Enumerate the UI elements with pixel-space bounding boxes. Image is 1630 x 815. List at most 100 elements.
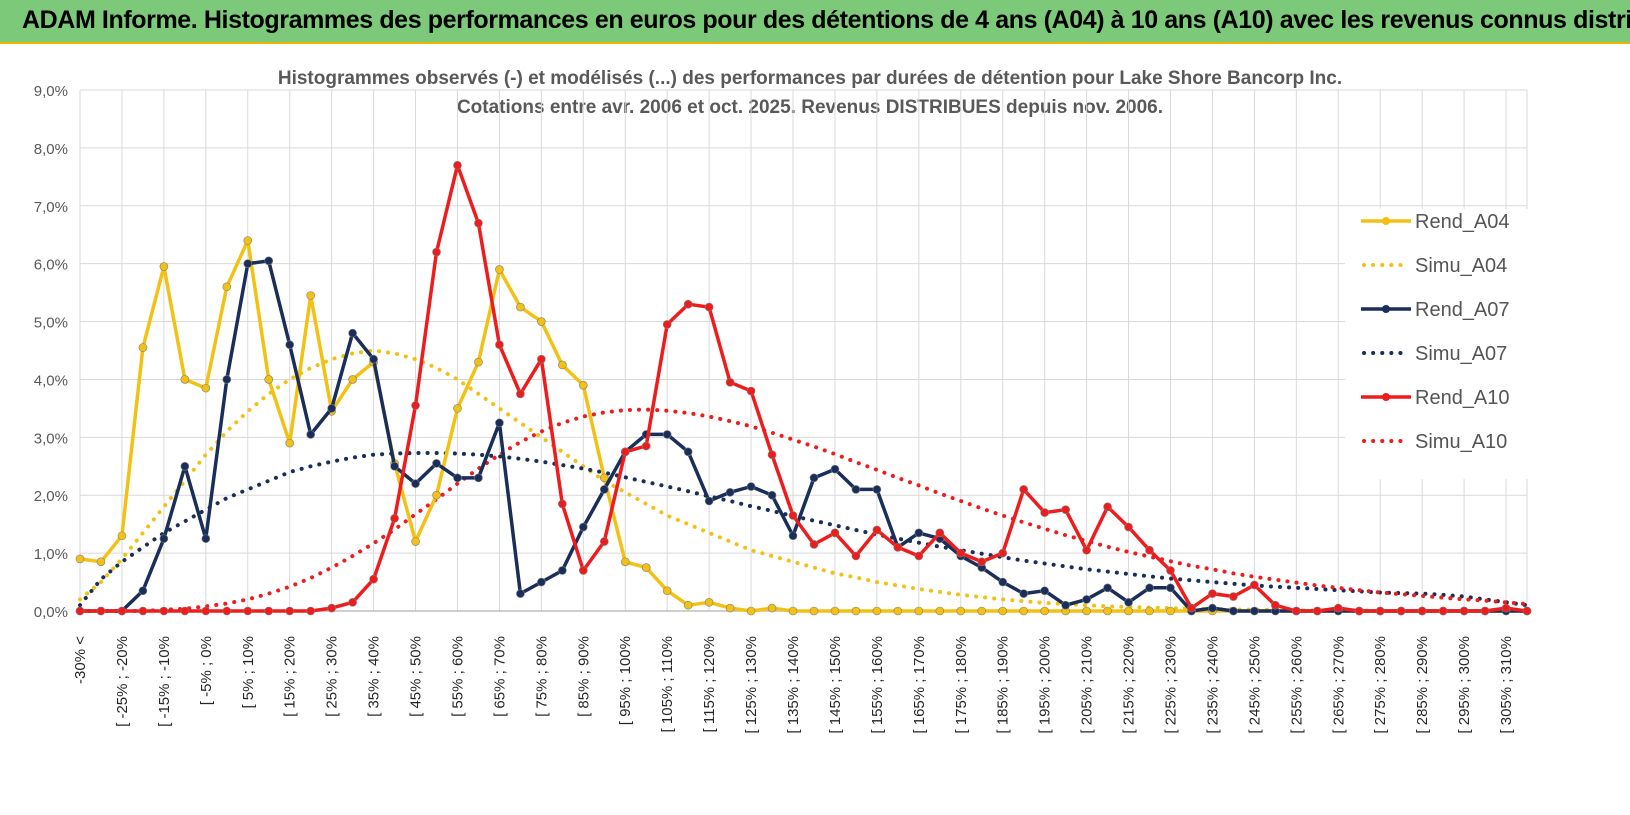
data-point	[767, 490, 777, 500]
data-point	[411, 401, 420, 410]
data-point	[1166, 583, 1175, 593]
data-point	[830, 606, 840, 616]
data-point	[914, 528, 924, 538]
data-point	[453, 473, 462, 483]
data-point	[1061, 600, 1070, 610]
legend-label: Rend_A10	[1415, 387, 1510, 409]
legend-item-Simu_A10: Simu_A10	[1345, 429, 1595, 459]
data-point	[1103, 502, 1112, 512]
data-point	[1522, 606, 1532, 616]
data-point	[1124, 598, 1133, 607]
chart-title-line2: Cotations entre avr. 2006 et oct. 2025. …	[457, 97, 1163, 118]
x-tick-label: [ 105% ; 110%	[659, 636, 676, 732]
data-point	[180, 461, 190, 471]
data-point	[1333, 603, 1343, 613]
x-tick-label: [ 205% ; 210%	[1079, 636, 1096, 734]
data-point	[222, 282, 232, 292]
data-point	[474, 473, 483, 483]
data-point	[474, 357, 483, 367]
x-tick-label: [ 305% ; 310%	[1498, 636, 1515, 734]
data-point	[306, 430, 315, 439]
data-point	[243, 236, 253, 245]
data-point	[453, 160, 462, 170]
data-point	[264, 375, 274, 384]
legend-swatch	[1361, 217, 1411, 225]
data-point	[516, 302, 525, 312]
data-point	[641, 441, 651, 451]
data-point	[180, 375, 190, 384]
data-point	[138, 586, 148, 596]
y-tick-label: 4,0%	[34, 372, 68, 389]
data-point	[704, 496, 714, 506]
x-tick-label: [ 95% ; 100%	[617, 636, 634, 725]
data-point	[306, 606, 315, 616]
data-point	[390, 514, 399, 523]
data-point	[1166, 606, 1175, 616]
x-tick-label: [ 235% ; 240%	[1204, 636, 1221, 734]
data-point	[1459, 606, 1469, 616]
data-point	[558, 360, 567, 370]
data-point	[893, 606, 903, 616]
data-point	[620, 447, 630, 457]
data-point	[998, 577, 1008, 587]
data-point	[1019, 606, 1028, 616]
x-tick-label: [ 245% ; 250%	[1246, 636, 1263, 734]
data-point	[704, 598, 714, 607]
data-point	[579, 566, 588, 575]
data-point	[809, 473, 819, 483]
data-point	[1082, 545, 1091, 555]
data-point	[201, 606, 211, 616]
data-point	[369, 574, 378, 584]
legend-swatch	[1361, 393, 1411, 401]
legend-label: Simu_A04	[1415, 255, 1508, 277]
data-point	[579, 380, 588, 390]
data-point	[138, 343, 148, 352]
data-point	[1438, 606, 1448, 616]
x-tick-label: [ 185% ; 190%	[995, 636, 1012, 734]
data-point	[96, 606, 106, 616]
x-tick-label: [ 5% ; 10%	[240, 636, 257, 709]
data-point	[1103, 583, 1112, 593]
data-point	[1375, 606, 1385, 616]
legend-label: Simu_A07	[1415, 343, 1508, 365]
data-point	[432, 490, 441, 500]
data-point	[75, 554, 85, 564]
data-point	[851, 485, 861, 494]
data-point	[641, 563, 651, 572]
y-tick-label: 3,0%	[34, 430, 68, 447]
data-point	[872, 485, 882, 494]
data-point	[767, 603, 777, 613]
data-point	[1019, 589, 1028, 598]
data-point	[159, 534, 169, 543]
data-point	[914, 606, 924, 616]
data-point	[180, 606, 190, 616]
data-point	[914, 551, 924, 561]
data-point	[369, 354, 378, 364]
x-tick-label: [ 35% ; 40%	[366, 636, 383, 717]
histogram-chart: Histogrammes observés (-) et modélisés (…	[34, 68, 1532, 734]
data-point	[243, 606, 253, 616]
data-point	[1166, 566, 1175, 575]
data-point	[348, 328, 357, 338]
data-point	[1208, 603, 1217, 613]
series-line	[80, 259, 1527, 613]
data-point	[1040, 586, 1049, 596]
data-point	[495, 265, 504, 274]
data-point	[579, 522, 588, 532]
data-point	[348, 598, 357, 607]
data-point	[348, 375, 357, 384]
x-tick-label: [ 265% ; 270%	[1330, 636, 1347, 734]
series-line	[78, 451, 1529, 608]
data-point	[977, 557, 987, 567]
report-title: ADAM Informe. Histogrammes des performan…	[22, 6, 1630, 34]
data-point	[872, 606, 882, 616]
legend-swatch	[1362, 351, 1411, 355]
x-tick-label: [ 155% ; 160%	[869, 636, 886, 734]
series-layer	[75, 160, 1532, 616]
y-tick-label: 2,0%	[34, 488, 68, 505]
data-point	[411, 479, 420, 488]
legend-label: Simu_A10	[1415, 431, 1508, 453]
data-point	[306, 291, 315, 300]
series-Rend_A07	[75, 256, 1532, 616]
data-point	[662, 320, 672, 329]
